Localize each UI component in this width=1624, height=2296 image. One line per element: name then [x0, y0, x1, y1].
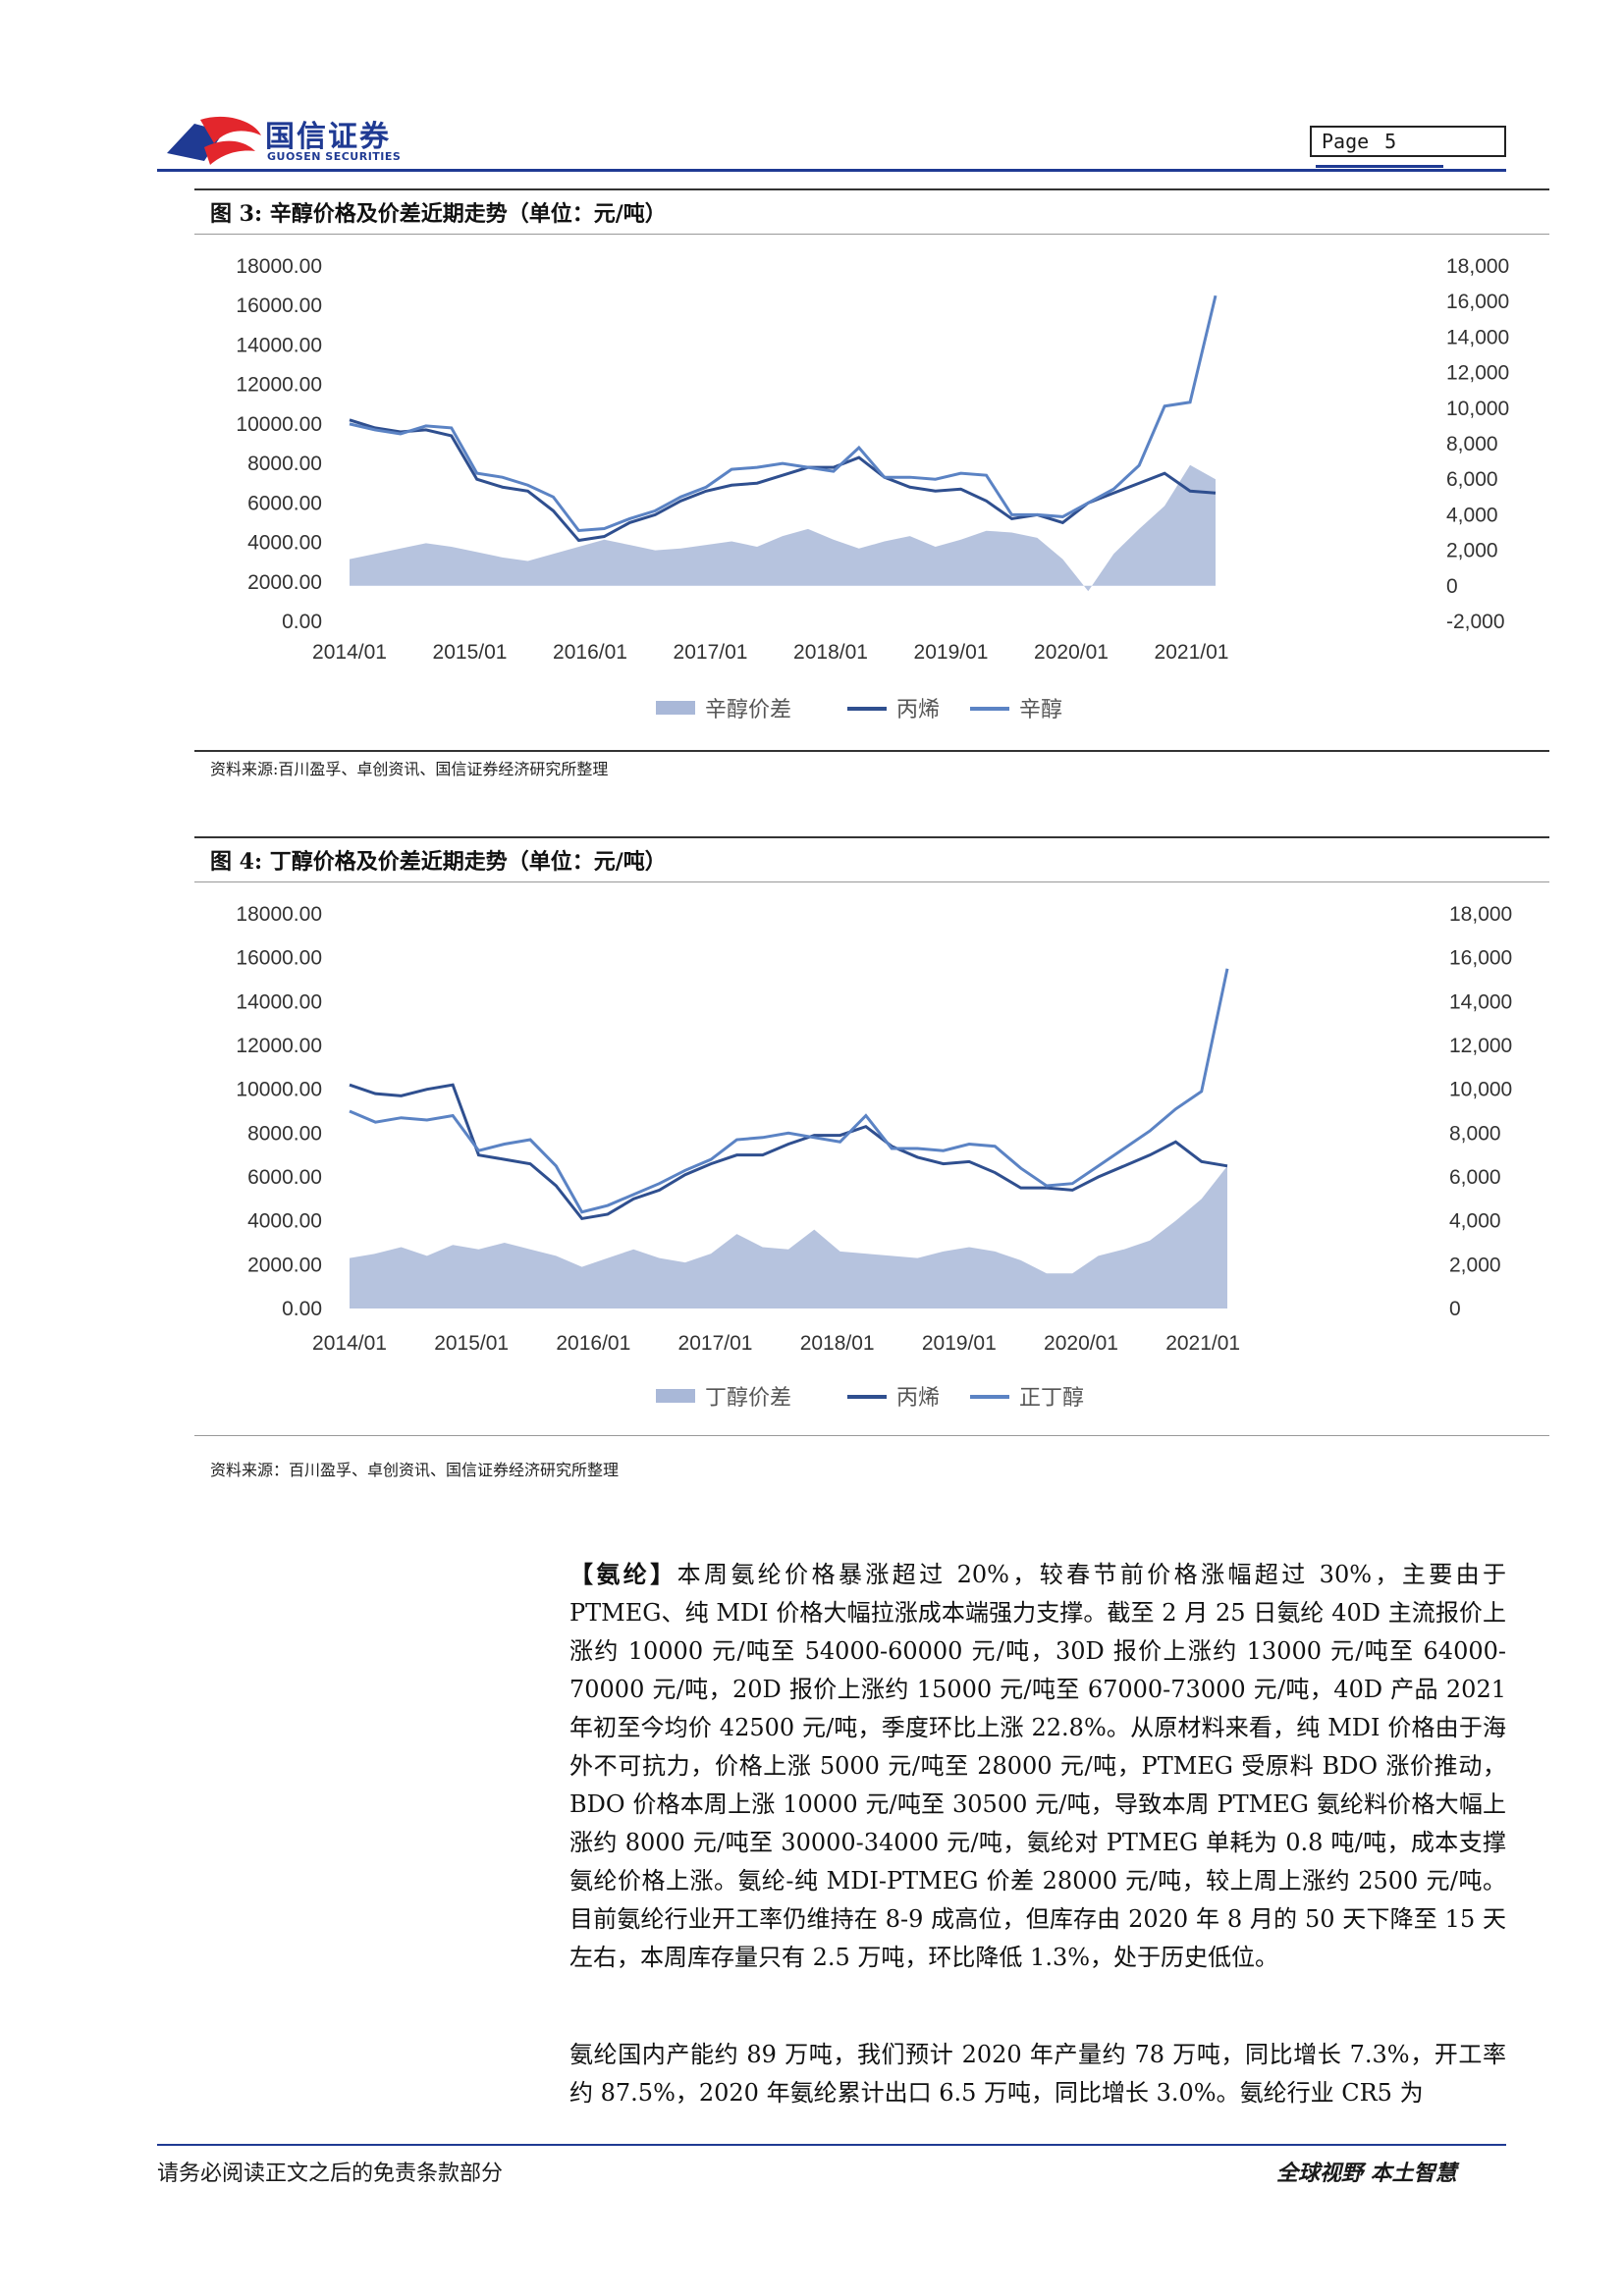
figure3-title-rule — [194, 234, 1549, 235]
figure3-chart: 18000.00 16000.00 14000.00 12000.00 10000.00… — [236, 255, 1509, 722]
figure3-left-tick: 4000.00 — [247, 532, 322, 555]
figure3-x-tick: 2019/01 — [914, 641, 989, 664]
article-paragraph-1: 【氨纶】本周氨纶价格暴涨超过 20%，较春节前价格涨幅超过 30%，主要由于PT… — [569, 1555, 1506, 1977]
figure3-title: 图 3: 辛醇价格及价差近期走势（单位：元/吨） — [210, 201, 667, 227]
figure3-x-tick: 2014/01 — [312, 641, 387, 664]
figure4-right-tick: 18,000 — [1449, 903, 1512, 926]
figure4-left-tick: 10000.00 — [236, 1079, 322, 1101]
figure4-x-tick: 2015/01 — [434, 1332, 509, 1355]
figure4-right-tick: 12,000 — [1449, 1035, 1512, 1057]
figure3-x-tick: 2015/01 — [433, 641, 508, 664]
figure4-right-tick: 8,000 — [1449, 1122, 1501, 1145]
figure4-source: 资料来源：百川盈孚、卓创资讯、国信证券经济研究所整理 — [210, 1461, 620, 1479]
figure3-left-tick: 10000.00 — [236, 413, 322, 436]
figure3-source: 资料来源:百川盈孚、卓创资讯、国信证券经济研究所整理 — [210, 760, 609, 778]
figure3-left-tick: 2000.00 — [247, 571, 322, 594]
figure4-x-tick: 2017/01 — [678, 1332, 753, 1355]
figure3-left-tick: 14000.00 — [236, 334, 322, 356]
page-indicator: Page 5 — [1310, 126, 1506, 157]
figure4-line-2 — [349, 968, 1229, 1214]
figure4-x-tick: 2018/01 — [800, 1332, 875, 1355]
figure4-left-tick: 18000.00 — [236, 903, 322, 926]
figure4-area-0 — [350, 1165, 1227, 1308]
figure3-left-tick: 16000.00 — [236, 294, 322, 317]
figure3-left-tick: 12000.00 — [236, 374, 322, 397]
figure3-legend-label: 辛醇 — [1019, 698, 1062, 722]
figure4-right-tick: 10,000 — [1449, 1079, 1512, 1101]
figure3-line-1 — [349, 418, 1217, 543]
figure3-right-tick: 2,000 — [1446, 540, 1498, 562]
figure4-title-rule — [194, 881, 1549, 882]
figure4-x-tick: 2016/01 — [556, 1332, 630, 1355]
figure3-left-tick: 6000.00 — [247, 492, 322, 514]
page-underline — [1316, 165, 1443, 168]
figure4-legend-swatch — [656, 1389, 695, 1403]
figure3-x-tick: 2017/01 — [674, 641, 748, 664]
figure3-right-tick: 14,000 — [1446, 326, 1509, 348]
header-divider — [157, 169, 1506, 172]
figure4-right-tick: 14,000 — [1449, 990, 1512, 1013]
figure3-line-2 — [349, 294, 1218, 533]
article-lead: 【氨纶】 — [569, 1560, 677, 1588]
figure4-left-tick: 4000.00 — [247, 1210, 322, 1233]
figure4-left-tick: 2000.00 — [247, 1254, 322, 1276]
figure4-chart: 18000.00 16000.00 14000.00 12000.00 10000.00… — [236, 903, 1512, 1411]
figure4-title: 图 4: 丁醇价格及价差近期走势（单位：元/吨） — [210, 849, 667, 875]
figure3-right-tick: 8,000 — [1446, 433, 1498, 455]
figure3-right-tick: 12,000 — [1446, 362, 1509, 385]
page-number: 5 — [1384, 130, 1397, 153]
figure3-bottom-rule — [194, 750, 1549, 752]
figure4-legend-label: 丁醇价差 — [705, 1386, 791, 1411]
figure3-right-tick: 16,000 — [1446, 291, 1509, 313]
figure4-bottom-rule — [194, 1435, 1549, 1436]
figure4-x-tick: 2019/01 — [922, 1332, 997, 1355]
figure3-x-tick: 2016/01 — [553, 641, 627, 664]
figure3-left-tick: 18000.00 — [236, 255, 322, 278]
figure3-left-tick: 8000.00 — [247, 453, 322, 475]
figure4-right-tick: 16,000 — [1449, 947, 1512, 970]
figure4-left-tick: 16000.00 — [236, 947, 322, 970]
figure3-x-tick: 2021/01 — [1155, 641, 1229, 664]
figure3-x-tick: 2020/01 — [1034, 641, 1109, 664]
figure4-line-1 — [349, 1083, 1228, 1221]
footer-divider — [157, 2144, 1506, 2146]
figure4-right-tick: 6,000 — [1449, 1166, 1501, 1189]
figure4-top-rule — [194, 836, 1549, 838]
page-label: Page — [1322, 130, 1370, 153]
figure4-x-tick: 2021/01 — [1165, 1332, 1240, 1355]
figure4-left-tick: 8000.00 — [247, 1122, 322, 1145]
figure4-x-tick: 2020/01 — [1044, 1332, 1118, 1355]
figure3-right-tick: 10,000 — [1446, 398, 1509, 420]
guosen-logo-icon — [167, 116, 261, 165]
figure4-x-tick: 2014/01 — [312, 1332, 387, 1355]
figure3-right-tick: 18,000 — [1446, 255, 1509, 278]
figure3-right-tick: 6,000 — [1446, 468, 1498, 491]
figure3-right-tick: 4,000 — [1446, 504, 1498, 526]
figure3-right-tick: 0 — [1446, 575, 1458, 598]
figure3-top-rule — [194, 188, 1549, 190]
figure4-right-tick: 0 — [1449, 1298, 1461, 1320]
figure3-right-tick: -2,000 — [1446, 611, 1505, 633]
footer-slogan: 全球视野 本土智慧 — [1276, 2161, 1457, 2186]
figure4-legend-label: 正丁醇 — [1019, 1386, 1084, 1411]
figure3-legend-swatch — [656, 701, 695, 715]
article-paragraph-2: 氨纶国内产能约 89 万吨，我们预计 2020 年产量约 78 万吨，同比增长 … — [569, 2041, 1506, 2107]
figure4-right-tick: 2,000 — [1449, 1254, 1501, 1276]
figure3-area-0 — [350, 464, 1216, 592]
footer-disclaimer: 请务必阅读正文之后的免责条款部分 — [157, 2162, 504, 2186]
figure3-x-tick: 2018/01 — [793, 641, 868, 664]
figure4-left-tick: 12000.00 — [236, 1035, 322, 1057]
figure4-left-tick: 14000.00 — [236, 990, 322, 1013]
figure4-right-tick: 4,000 — [1449, 1210, 1501, 1233]
article-paragraph-1-text: 本周氨纶价格暴涨超过 20%，较春节前价格涨幅超过 30%，主要由于PTMEG、… — [569, 1561, 1507, 1971]
figure3-left-tick: 0.00 — [282, 611, 322, 633]
logo-text-cn: 国信证券 — [265, 120, 391, 154]
figure3-legend-label: 丙烯 — [896, 698, 940, 722]
figure3-legend-label: 辛醇价差 — [705, 698, 791, 722]
logo-text-en: GUOSEN SECURITIES — [267, 150, 402, 163]
figure4-left-tick: 6000.00 — [247, 1166, 322, 1189]
figure4-legend-label: 丙烯 — [896, 1386, 940, 1411]
figure4-left-tick: 0.00 — [282, 1298, 322, 1320]
